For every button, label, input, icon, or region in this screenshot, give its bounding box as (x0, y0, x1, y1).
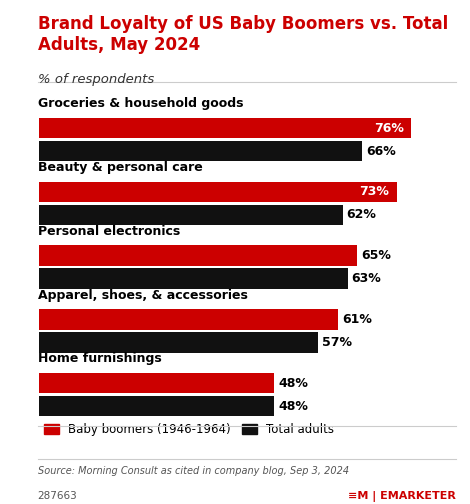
Bar (39, 373, 274, 393)
Bar (39, 309, 338, 330)
Text: Brand Loyalty of US Baby Boomers vs. Total
Adults, May 2024: Brand Loyalty of US Baby Boomers vs. Tot… (38, 15, 448, 54)
Text: 48%: 48% (278, 376, 308, 390)
Text: Beauty & personal care: Beauty & personal care (39, 161, 203, 174)
Legend: Baby boomers (1946-1964), Total adults: Baby boomers (1946-1964), Total adults (44, 423, 334, 436)
Text: 57%: 57% (322, 336, 352, 349)
Bar (39, 118, 411, 139)
Text: Apparel, shoes, & accessories: Apparel, shoes, & accessories (39, 289, 248, 301)
Text: Source: Morning Consult as cited in company blog, Sep 3, 2024: Source: Morning Consult as cited in comp… (38, 466, 349, 476)
Text: Personal electronics: Personal electronics (39, 225, 181, 238)
Text: Home furnishings: Home furnishings (39, 352, 162, 365)
Text: 66%: 66% (366, 145, 396, 158)
Text: 48%: 48% (278, 400, 308, 413)
Text: 63%: 63% (352, 272, 381, 285)
Text: 73%: 73% (360, 185, 389, 199)
Text: % of respondents: % of respondents (38, 73, 154, 86)
Text: 76%: 76% (374, 121, 404, 135)
Bar (39, 269, 348, 289)
Bar (39, 141, 362, 161)
Bar (39, 205, 343, 225)
Text: Groceries & household goods: Groceries & household goods (39, 97, 244, 110)
Text: 287663: 287663 (38, 491, 78, 501)
Bar (39, 245, 358, 266)
Bar (39, 396, 274, 416)
Text: ≡M | EMARKETER: ≡M | EMARKETER (348, 491, 456, 502)
Bar (39, 182, 397, 202)
Bar (39, 332, 318, 352)
Text: 65%: 65% (361, 249, 392, 262)
Text: 62%: 62% (347, 208, 376, 221)
Text: 61%: 61% (342, 313, 372, 326)
